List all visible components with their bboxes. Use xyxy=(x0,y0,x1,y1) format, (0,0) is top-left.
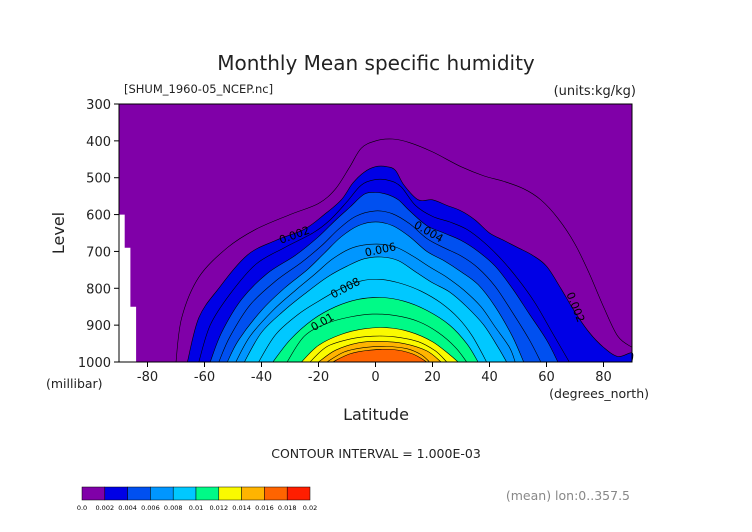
colorbar-swatch xyxy=(172,486,197,501)
colorbar: 0.0 0.002 0.004 0.006 0.008 0.01 0.012 0.014 0.0… xyxy=(77,486,317,512)
y-axis-unit: (millibar) xyxy=(46,376,103,391)
file-label: [SHUM_1960-05_NCEP.nc] xyxy=(124,82,273,96)
colorbar-swatch xyxy=(104,486,128,501)
y-tick-label: 400 xyxy=(86,135,111,150)
colorbar-swatch xyxy=(127,486,151,501)
y-tick-label: 1000 xyxy=(78,356,111,371)
x-tick-label: 0 xyxy=(371,370,379,385)
y-axis-label: Level xyxy=(49,212,68,254)
colorbar-swatch xyxy=(195,486,220,501)
y-tick-label: 600 xyxy=(86,209,111,224)
contour-line-0.005 xyxy=(218,210,542,363)
x-tick-label: 20 xyxy=(424,370,441,385)
missing-data-region xyxy=(119,214,137,362)
x-tick-label: 80 xyxy=(595,370,612,385)
colorbar-swatch xyxy=(264,486,288,501)
colorbar-swatch xyxy=(241,486,265,501)
colorbar-label: 0.002 xyxy=(95,504,114,512)
x-tick-label: -60 xyxy=(194,370,215,385)
x-tick-label: -40 xyxy=(251,370,272,385)
contour-line-0.013 xyxy=(309,335,448,363)
chart-title: Monthly Mean specific humidity xyxy=(217,51,535,75)
contour-line-0.011 xyxy=(286,313,467,363)
colorbar-swatch xyxy=(81,486,106,501)
colorbar-label: 0.01 xyxy=(189,504,203,512)
colorbar-swatch xyxy=(150,486,174,501)
x-tick-label: 60 xyxy=(538,370,555,385)
colorbar-label: 0.018 xyxy=(278,504,297,512)
y-tick-label: 800 xyxy=(86,282,111,297)
y-axis: 300 400 500 600 700 800 900 1000 xyxy=(78,98,119,371)
contour-line-0.007 xyxy=(235,243,516,363)
colorbar-label: 0.014 xyxy=(232,504,251,512)
contour-label: 0.006 xyxy=(364,240,398,259)
contour-lines xyxy=(175,138,633,363)
colorbar-label: 0.006 xyxy=(141,504,160,512)
contour-line-0.003 xyxy=(198,178,570,363)
colorbar-label: 0.02 xyxy=(303,504,317,512)
contour-line-0.001 xyxy=(175,138,633,363)
mean-note: (mean) lon:0..357.5 xyxy=(506,488,630,503)
colorbar-label: 0.004 xyxy=(118,504,137,512)
contour-interval-text: CONTOUR INTERVAL = 1.000E-03 xyxy=(271,446,481,461)
y-tick-label: 300 xyxy=(86,98,111,113)
x-axis-unit: (degrees_north) xyxy=(549,386,649,401)
contour-line-0.015 xyxy=(326,346,430,363)
x-tick-label: -20 xyxy=(308,370,329,385)
colorbar-label: 0.012 xyxy=(209,504,228,512)
y-tick-label: 700 xyxy=(86,245,111,260)
colorbar-swatch xyxy=(218,486,242,501)
units-label: (units:kg/kg) xyxy=(554,84,636,99)
x-tick-label: -80 xyxy=(137,370,158,385)
contour-fills xyxy=(119,104,634,363)
colorbar-label: 0.016 xyxy=(255,504,274,512)
x-tick-label: 40 xyxy=(481,370,498,385)
x-axis-label: Latitude xyxy=(343,405,409,424)
colorbar-label: 0.008 xyxy=(164,504,183,512)
x-axis: -80 -60 -40 -20 0 20 40 60 80 xyxy=(137,362,612,385)
y-tick-label: 500 xyxy=(86,172,111,187)
colorbar-swatch xyxy=(286,486,311,501)
colorbar-label: 0.0 xyxy=(77,504,87,512)
contour-fill-0.016 xyxy=(332,348,428,363)
y-tick-label: 900 xyxy=(86,319,111,334)
contour-line-0.009 xyxy=(258,278,487,363)
